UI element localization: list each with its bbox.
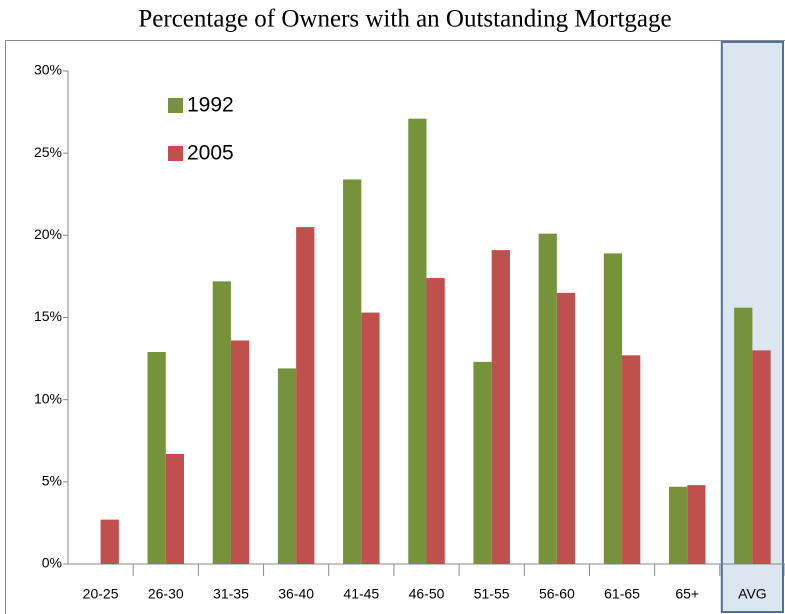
x-tick-label: 51-55 (474, 586, 510, 602)
y-tick-label: 30% (34, 62, 62, 78)
bar (752, 350, 771, 564)
bar (277, 368, 297, 564)
bar (361, 312, 380, 564)
bar (212, 281, 231, 564)
x-tick-label: AVG (738, 586, 767, 602)
bar (100, 519, 119, 564)
y-tick-label: 20% (34, 226, 62, 242)
x-tick-label: 56-60 (539, 586, 575, 602)
x-tick-label: 65+ (675, 586, 699, 602)
bar (734, 307, 753, 564)
x-tick-label: 46-50 (409, 586, 445, 602)
x-tick-label: 26-30 (148, 586, 184, 602)
bar (491, 250, 510, 564)
chart-title: Percentage of Owners with an Outstanding… (138, 6, 671, 33)
bar (296, 227, 315, 564)
bar (687, 485, 706, 564)
bar (165, 453, 185, 564)
y-tick-label: 10% (34, 390, 62, 406)
bar (603, 253, 623, 564)
y-tick-label: 0% (42, 555, 62, 571)
bar (622, 355, 641, 564)
x-tick-label: 31-35 (213, 586, 249, 602)
bar (556, 292, 576, 564)
bar (426, 278, 445, 564)
bar (473, 361, 492, 564)
legend-label: 2005 (187, 142, 234, 165)
legend-label: 1992 (187, 94, 234, 117)
y-tick-label: 15% (34, 308, 62, 324)
bar (343, 179, 362, 564)
bar (668, 486, 688, 564)
y-tick-label: 5% (42, 473, 62, 489)
legend-swatch (168, 98, 183, 113)
x-tick-label: 61-65 (604, 586, 640, 602)
bar (147, 352, 166, 564)
bar (230, 340, 250, 564)
y-tick-label: 25% (34, 144, 62, 160)
bar (538, 233, 557, 564)
bar (408, 118, 427, 564)
x-tick-label: 41-45 (343, 586, 379, 602)
legend-swatch (168, 146, 183, 161)
x-tick-label: 36-40 (278, 586, 314, 602)
chart-frame (5, 40, 785, 614)
x-tick-label: 20-25 (83, 586, 119, 602)
